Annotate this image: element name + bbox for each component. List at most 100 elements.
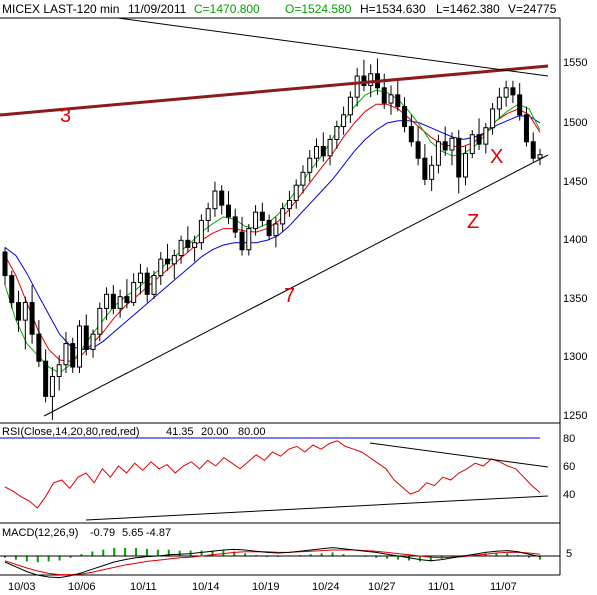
rsi-series (4, 440, 541, 509)
candle-body (388, 94, 394, 104)
candle-body (70, 343, 76, 368)
candle-body (442, 141, 448, 151)
candle-body (232, 216, 238, 233)
candle-body (341, 114, 347, 128)
candle-body (463, 153, 469, 178)
candle-body (307, 157, 313, 173)
candle-body (117, 296, 123, 309)
ma-fast-line (4, 89, 541, 374)
candle-body (490, 108, 496, 129)
candle-body (97, 307, 103, 335)
x-tick-1024: 10/24 (312, 581, 340, 593)
candle-body (496, 96, 502, 110)
candle-body (137, 272, 143, 284)
rsi-line (4, 440, 541, 509)
candle-body (185, 239, 191, 248)
x-tick-1027: 10/27 (368, 581, 396, 593)
candle-body (483, 127, 489, 145)
annotation-7: 7 (284, 285, 295, 307)
candle-body (361, 75, 367, 86)
header-volume: V=24775 (508, 2, 557, 16)
candle-body (395, 94, 401, 108)
candle-body (402, 106, 408, 128)
x-tick-1006: 10/06 (68, 581, 96, 593)
candle-body (320, 145, 326, 157)
candle-body (273, 223, 279, 237)
price-tick-1500: 1500 (563, 117, 587, 129)
candle-body (347, 96, 353, 116)
candle-body (523, 114, 529, 143)
annotation-3: 3 (60, 105, 71, 127)
x-tick-1019: 10/19 (252, 581, 280, 593)
candle-body (198, 219, 204, 244)
candle-body (56, 364, 62, 377)
price-tick-1400: 1400 (563, 234, 587, 246)
candle-body (104, 293, 110, 309)
candle-body (422, 157, 428, 180)
trendline-ascending-support (43, 154, 549, 417)
rsi-tick-40: 40 (563, 489, 575, 501)
candle-body (83, 325, 89, 350)
annotation-x: X (490, 146, 503, 168)
candle-body (16, 302, 22, 321)
rsi-level-low: 20.00 (201, 426, 229, 438)
candle-body (29, 302, 35, 335)
candle-body (456, 137, 462, 178)
macd-signal-line (4, 549, 541, 576)
candle-body (259, 211, 265, 221)
price-tick-1300: 1300 (563, 351, 587, 363)
price-tick-1250: 1250 (563, 410, 587, 422)
x-tick-1014: 10/14 (192, 581, 220, 593)
candle-body (171, 255, 177, 265)
candle-body (36, 333, 42, 362)
candle-body (2, 251, 8, 277)
candle-body (212, 190, 218, 210)
price-tick-1450: 1450 (563, 176, 587, 188)
candle-body (131, 282, 137, 304)
candle-body (429, 164, 435, 180)
rsi-last-value: 41.35 (166, 426, 194, 438)
candle-body (144, 272, 150, 295)
candlesticks (2, 58, 543, 420)
candle-body (124, 296, 130, 304)
candle-body (158, 258, 164, 277)
candle-body (110, 293, 116, 309)
candle-body (266, 219, 272, 237)
candle-body (253, 211, 259, 230)
candle-body (476, 134, 482, 145)
candle-body (43, 360, 49, 397)
candle-body (435, 141, 441, 166)
candle-body (469, 134, 475, 155)
rsi-tick-80: 80 (563, 433, 575, 445)
x-tick-1101: 11/01 (428, 581, 455, 593)
candle-body (76, 325, 82, 368)
candle-body (381, 87, 387, 104)
macd-tick-5: 5 (566, 548, 572, 560)
candle-body (354, 75, 360, 98)
candle-body (368, 73, 374, 86)
candle-body (300, 171, 306, 186)
candle-body (239, 231, 245, 251)
header-low: L=1462.380 (436, 2, 500, 16)
x-tick-1011: 10/11 (130, 581, 157, 593)
macd-value-1: -0.79 (90, 527, 115, 539)
header-date: 11/09/2011 (128, 2, 187, 16)
candle-body (517, 94, 523, 116)
x-tick-1107: 11/07 (490, 581, 517, 593)
candle-body (151, 275, 157, 295)
candle-body (510, 87, 516, 96)
macd-value-3: -4.87 (146, 527, 171, 539)
header-high: H=1534.630 (360, 2, 426, 16)
candle-body (293, 184, 299, 201)
trendline-descending (117, 17, 549, 77)
candle-body (334, 126, 340, 140)
trendline-upper-resistance (0, 64, 549, 117)
rsi-trendline-upper (369, 442, 549, 468)
macd-title: MACD(12,26,9) (2, 527, 78, 539)
candle-body (49, 375, 55, 397)
candle-body (537, 154, 543, 159)
annotation-z: Z (467, 211, 479, 233)
candle-body (205, 208, 211, 221)
macd-lines (0, 547, 560, 579)
